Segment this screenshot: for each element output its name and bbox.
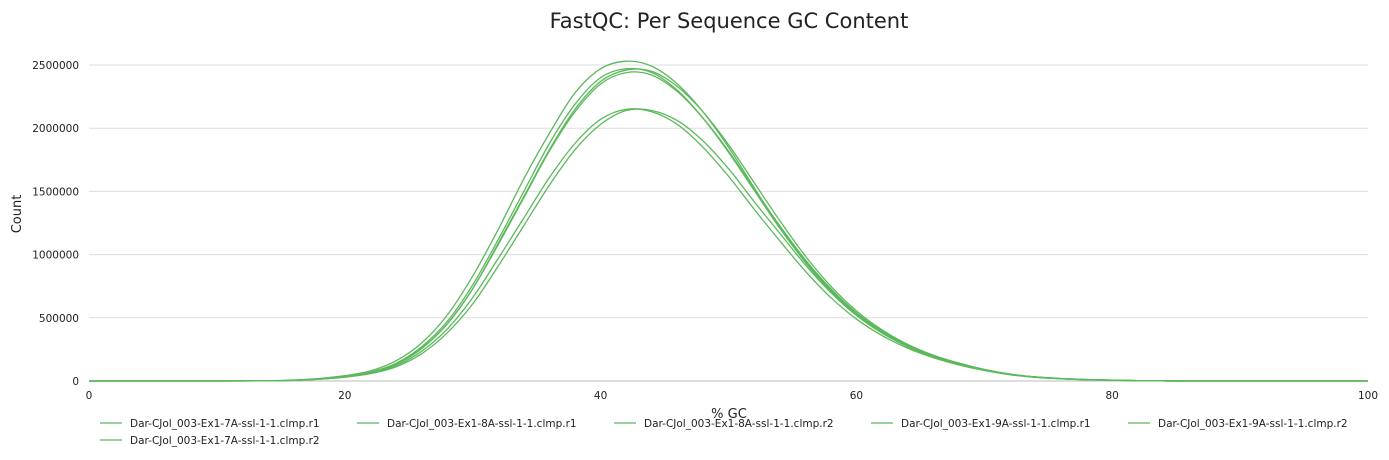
series-line-4 [88,108,1369,382]
legend-label: Dar-CJol_003-Ex1-7A-ssl-1-1.clmp.r1 [130,418,320,430]
legend-item[interactable]: Dar-CJol_003-Ex1-9A-ssl-1-1.clmp.r2 [1128,418,1348,430]
y-axis-ticks: 0 500000 1000000 1500000 2000000 2500000 [32,60,79,388]
y-tick-label: 1000000 [32,250,79,262]
legend-item[interactable]: Dar-CJol_003-Ex1-7A-ssl-1-1.clmp.r1 [100,418,320,430]
x-tick-label: 40 [594,390,607,402]
legend-item[interactable]: Dar-CJol_003-Ex1-9A-ssl-1-1.clmp.r1 [871,418,1091,430]
legend-label: Dar-CJol_003-Ex1-8A-ssl-1-1.clmp.r1 [387,418,577,430]
y-tick-label: 0 [72,376,79,388]
legend-label: Dar-CJol_003-Ex1-8A-ssl-1-1.clmp.r2 [644,418,834,430]
x-tick-label: 0 [86,390,93,402]
y-tick-label: 500000 [39,313,79,325]
x-tick-label: 20 [338,390,351,402]
x-tick-label: 60 [850,390,863,402]
x-axis-label: % GC [711,407,747,422]
legend-item[interactable]: Dar-CJol_003-Ex1-7A-ssl-1-1.clmp.r2 [100,435,320,447]
series-line-2 [88,67,1369,382]
gridlines [89,64,1368,382]
x-axis-ticks: 0 20 40 60 80 100 [86,390,1378,402]
legend-item[interactable]: Dar-CJol_003-Ex1-8A-ssl-1-1.clmp.r2 [614,418,834,430]
legend-label: Dar-CJol_003-Ex1-9A-ssl-1-1.clmp.r1 [901,418,1091,430]
legend-label: Dar-CJol_003-Ex1-7A-ssl-1-1.clmp.r2 [130,435,320,447]
series-line-3 [88,71,1369,382]
chart-title: FastQC: Per Sequence GC Content [550,9,909,33]
y-tick-label: 2500000 [32,60,79,72]
legend-label: Dar-CJol_003-Ex1-9A-ssl-1-1.clmp.r2 [1158,418,1348,430]
legend[interactable]: Dar-CJol_003-Ex1-7A-ssl-1-1.clmp.r1 Dar-C… [100,418,1348,447]
x-tick-label: 100 [1358,390,1378,402]
series-line-1 [88,60,1369,382]
series-line-5 [88,108,1369,382]
y-tick-label: 2000000 [32,123,79,135]
x-tick-label: 80 [1106,390,1119,402]
y-tick-label: 1500000 [32,186,79,198]
series-lines [88,60,1369,382]
y-axis-label: Count [10,195,25,234]
series-line-6 [88,68,1369,382]
legend-item[interactable]: Dar-CJol_003-Ex1-8A-ssl-1-1.clmp.r1 [357,418,577,430]
